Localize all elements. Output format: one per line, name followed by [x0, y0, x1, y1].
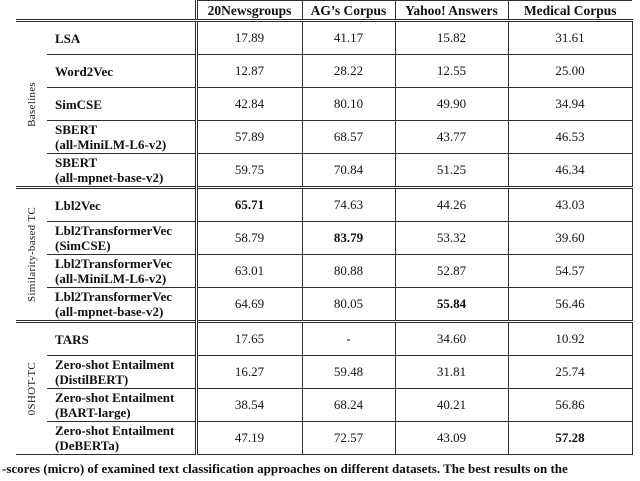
results-table: 20Newsgroups AG’s Corpus Yahoo! Answers …: [16, 0, 633, 455]
results-table-body: Baselines LSA 17.89 41.17 15.82 31.61 Word2Vec…: [16, 19, 633, 455]
score-cell: 54.57: [507, 254, 633, 288]
score-cell: 49.90: [394, 87, 508, 121]
score-cell: 40.21: [394, 388, 508, 422]
score-cell: 64.69: [194, 287, 302, 322]
score-cell: 65.71: [194, 186, 302, 222]
model-name-cell: SimCSE: [47, 87, 196, 121]
score-cell: 46.34: [507, 153, 633, 188]
table-caption: -scores (micro) of examined text classif…: [2, 461, 568, 476]
score-cell: 83.79: [301, 221, 395, 255]
score-cell: 56.46: [507, 287, 633, 322]
table-row: Lbl2TransformerVec (all-mpnet-base-v2) 64.…: [16, 287, 633, 322]
score-cell: 58.79: [194, 221, 302, 255]
score-cell: 43.77: [394, 120, 508, 154]
score-cell: 70.84: [301, 153, 395, 188]
score-cell: 74.63: [301, 186, 395, 222]
score-cell: 59.48: [301, 355, 395, 389]
score-cell: 31.61: [507, 19, 633, 55]
model-name-cell: Lbl2TransformerVec (all-MiniLM-L6-v2): [47, 254, 196, 288]
table-row: SimCSE 42.84 80.10 49.90 34.94: [16, 87, 633, 121]
model-name-cell: SBERT (all-mpnet-base-v2): [47, 153, 196, 188]
column-header-ags-corpus: AG’s Corpus: [301, 0, 395, 22]
model-name-cell: Zero-shot Entailment (DeBERTa): [47, 421, 196, 455]
score-cell: 68.24: [301, 388, 395, 422]
model-name-cell: SBERT (all-MiniLM-L6-v2): [47, 120, 196, 154]
score-cell: 34.94: [507, 87, 633, 121]
table-row: Zero-shot Entailment (BART-large) 38.54 68.…: [16, 388, 633, 422]
table-row: Word2Vec 12.87 28.22 12.55 25.00: [16, 54, 633, 88]
model-name-cell: Lbl2TransformerVec (SimCSE): [47, 221, 196, 255]
header-row: 20Newsgroups AG’s Corpus Yahoo! Answers …: [16, 0, 632, 22]
header-spacer-group-column: [16, 0, 47, 22]
score-cell: 53.32: [394, 221, 508, 255]
header-spacer-model-column: [47, 0, 196, 22]
column-header-yahoo-answers: Yahoo! Answers: [394, 0, 508, 22]
table-row: 0SHOT-TC TARS 17.65-34.60 10.92: [16, 320, 633, 455]
score-cell: 41.17: [301, 19, 395, 55]
score-cell: 42.84: [194, 87, 302, 121]
table-row: SBERT (all-MiniLM-L6-v2) 57.89 68.57 43.77 46…: [16, 120, 633, 154]
score-cell: 12.55: [394, 54, 508, 88]
score-cell: 56.86: [507, 388, 633, 422]
score-cell: 25.74: [507, 355, 633, 389]
score-cell: 31.81: [394, 355, 508, 389]
model-name-cell: Word2Vec: [47, 54, 196, 88]
table-row: Similarity-based TC Lbl2Vec 65.71 74.63 44.2…: [16, 186, 633, 322]
model-name-cell: LSA: [47, 19, 196, 55]
score-cell: 80.88: [301, 254, 395, 288]
score-cell: 43.03: [507, 186, 633, 222]
score-cell: 43.09: [394, 421, 508, 455]
model-name-cell: Lbl2TransformerVec (all-mpnet-base-v2): [47, 287, 196, 322]
score-cell: 16.27: [194, 355, 302, 389]
score-cell: 46.53: [507, 120, 633, 154]
score-cell: 52.87: [394, 254, 508, 288]
column-header-20newsgroups: 20Newsgroups: [194, 0, 302, 22]
model-name-cell: Zero-shot Entailment (DistilBERT): [47, 355, 196, 389]
table-row: Lbl2TransformerVec (SimCSE) 58.79 83.79 53.3…: [16, 221, 633, 255]
row-group-label: 0SHOT-TC: [16, 320, 47, 455]
score-cell: 51.25: [394, 153, 508, 188]
score-cell: 12.87: [194, 54, 302, 88]
score-cell: 17.65: [194, 320, 302, 356]
model-name-cell: Lbl2Vec: [47, 186, 196, 222]
model-name-cell: Zero-shot Entailment (BART-large): [47, 388, 196, 422]
score-cell: 72.57: [301, 421, 395, 455]
table-row: Zero-shot Entailment (DistilBERT) 16.27 59.…: [16, 355, 633, 389]
score-cell: 34.60: [394, 320, 508, 356]
score-cell: 55.84: [394, 287, 508, 322]
score-cell: 17.89: [194, 19, 302, 55]
row-group-label: Similarity-based TC: [16, 186, 47, 322]
score-cell: 47.19: [194, 421, 302, 455]
score-cell: -: [301, 320, 395, 356]
score-cell: 39.60: [507, 221, 633, 255]
score-cell: 80.05: [301, 287, 395, 322]
score-cell: 44.26: [394, 186, 508, 222]
score-cell: 25.00: [507, 54, 633, 88]
score-cell: 57.28: [507, 421, 633, 455]
table-row: SBERT (all-mpnet-base-v2) 59.75 70.84 51.25 4…: [16, 153, 633, 188]
score-cell: 10.92: [507, 320, 633, 356]
score-cell: 63.01: [194, 254, 302, 288]
score-cell: 57.89: [194, 120, 302, 154]
score-cell: 38.54: [194, 388, 302, 422]
score-cell: 80.10: [301, 87, 395, 121]
table-row: Baselines LSA 17.89 41.17 15.82 31.61: [16, 19, 633, 188]
model-name-cell: TARS: [47, 320, 196, 356]
row-group-label: Baselines: [16, 19, 47, 188]
score-cell: 15.82: [394, 19, 508, 55]
score-cell: 28.22: [301, 54, 395, 88]
score-cell: 68.57: [301, 120, 395, 154]
table-row: Zero-shot Entailment (DeBERTa) 47.19 72.57 4…: [16, 421, 633, 455]
column-header-medical-corpus: Medical Corpus: [507, 0, 632, 22]
table-row: Lbl2TransformerVec (all-MiniLM-L6-v2) 63.0…: [16, 254, 633, 288]
score-cell: 59.75: [194, 153, 302, 188]
